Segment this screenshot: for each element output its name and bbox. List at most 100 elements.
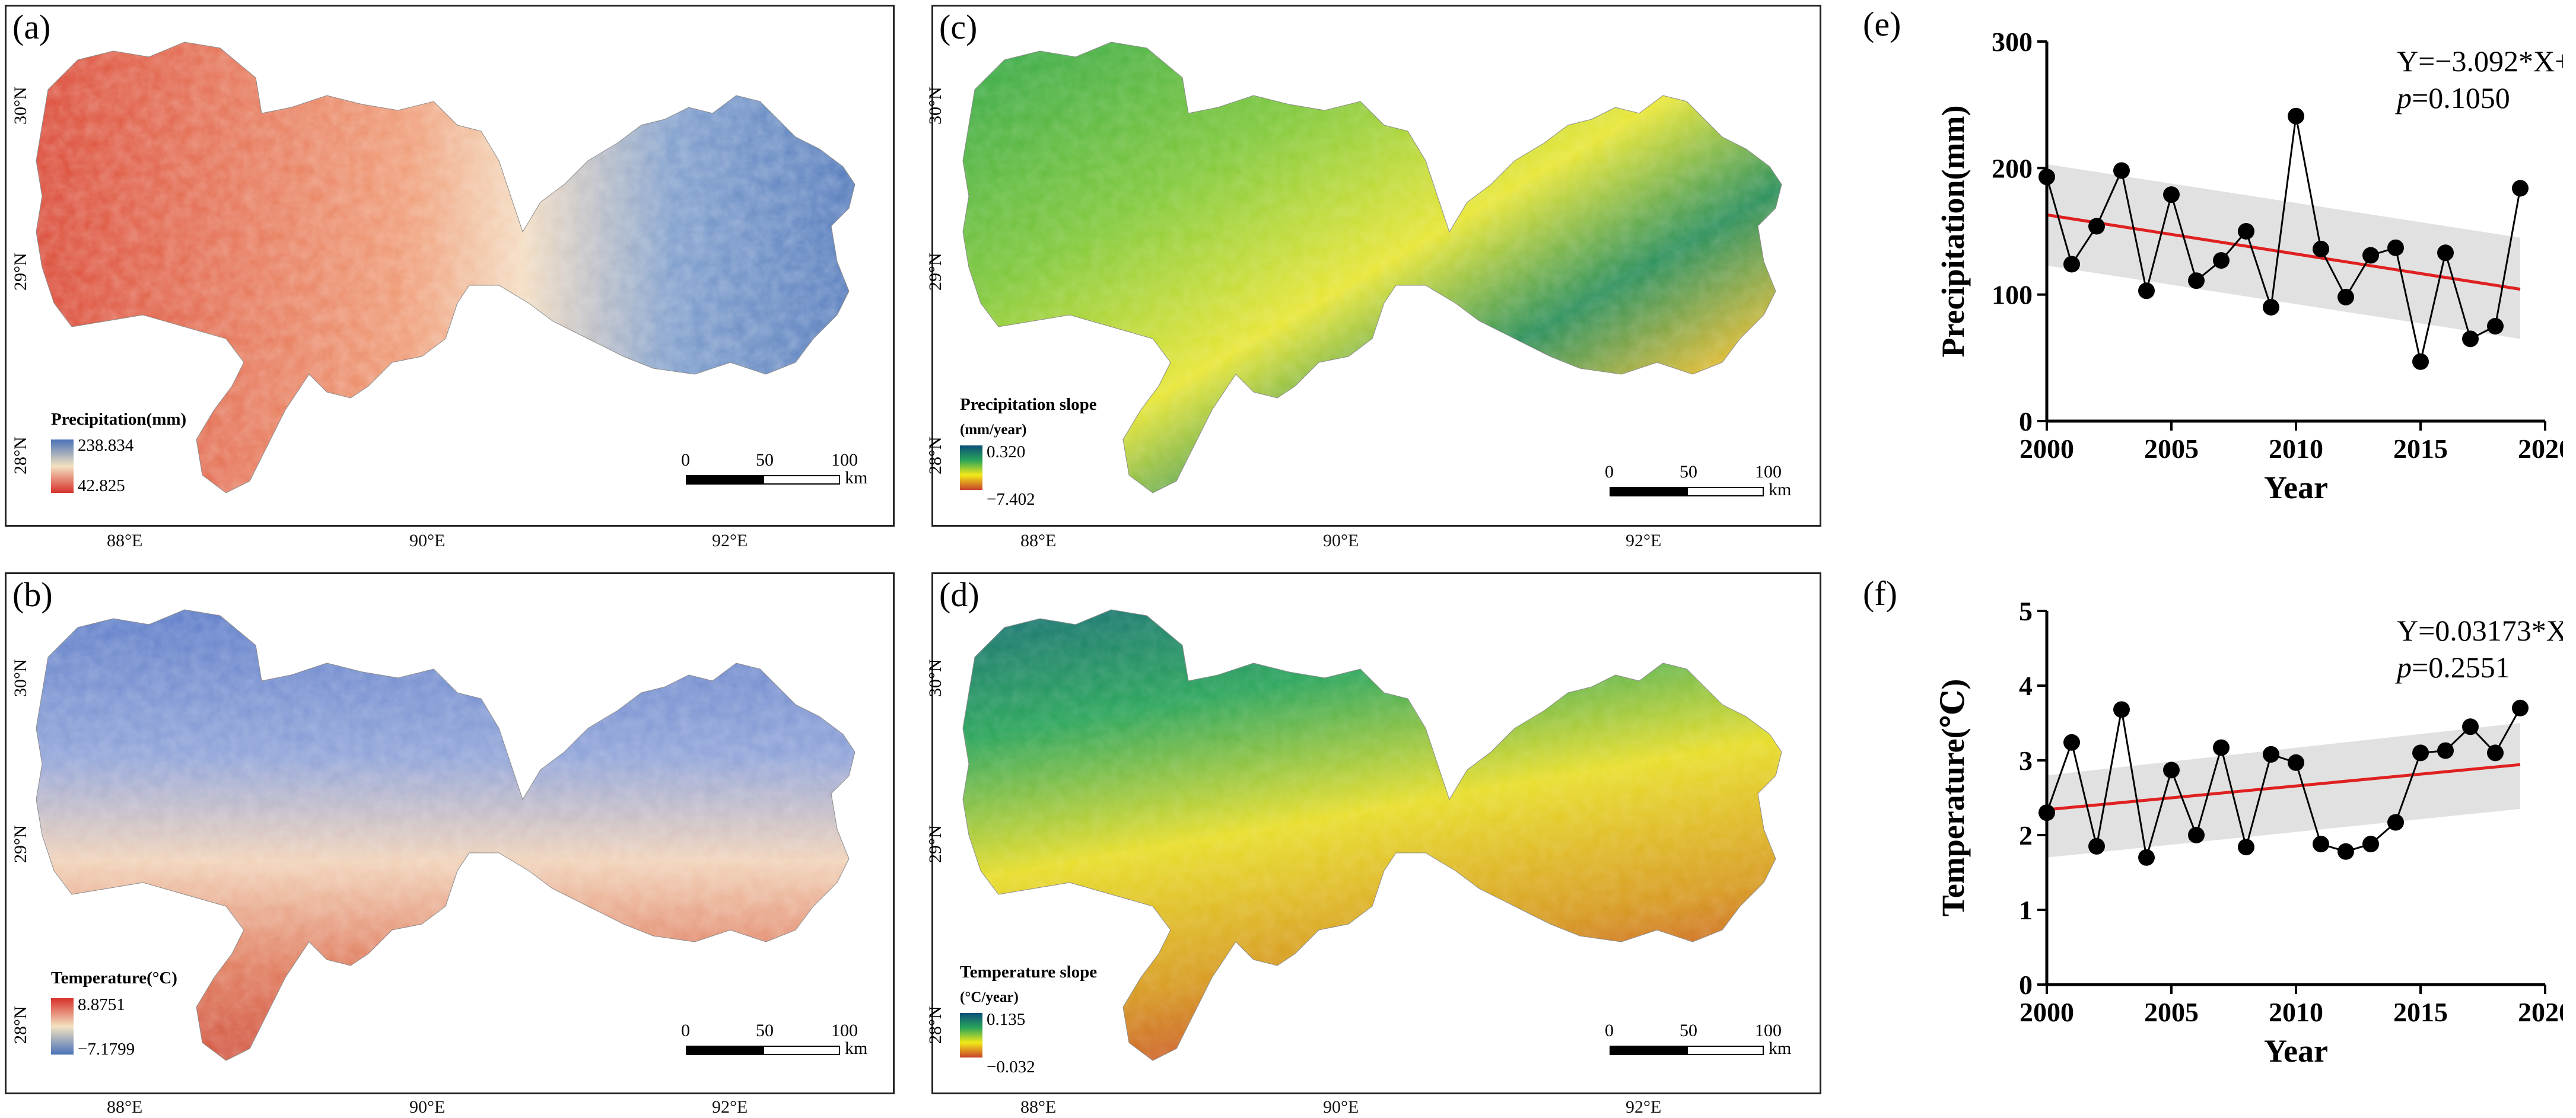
data-point: [2188, 827, 2205, 843]
data-point: [2213, 252, 2230, 269]
panel-label-b: (b): [10, 578, 55, 612]
data-point: [2113, 162, 2130, 179]
temperature-slope-map: [962, 609, 1782, 1061]
data-point: [2387, 239, 2404, 256]
p-value-label: p=0.1050: [2395, 81, 2510, 114]
legend-colorbar-c: [960, 445, 982, 490]
data-point: [2313, 240, 2329, 257]
scale-unit: km: [845, 468, 868, 488]
lon-label-88: 88°E: [1020, 1097, 1057, 1117]
data-point: [2238, 839, 2254, 856]
legend-min-c: −7.402: [987, 490, 1035, 509]
series-line: [2046, 116, 2521, 362]
lat-label-28: 28°N: [11, 1006, 30, 1044]
lat-label-29: 29°N: [11, 253, 30, 291]
lon-label-88: 88°E: [107, 1097, 143, 1117]
lat-label-29: 29°N: [11, 825, 30, 863]
scale-bar-black: [1610, 1046, 1687, 1055]
map-panel-b: (b) Temperature(°C) 8.8751 −7.1799 0 50 …: [5, 572, 895, 1094]
scale-bar-black: [686, 1046, 763, 1055]
map-panel-d: (d) Temperature slope (°C/year) 0.135 −0…: [931, 572, 1821, 1094]
data-point: [2188, 272, 2205, 289]
panel-label: (e): [1863, 5, 1901, 43]
trend-line: [2046, 213, 2521, 291]
data-point: [2163, 186, 2180, 203]
legend-max-b: 8.8751: [78, 995, 125, 1014]
legend-title-b: Temperature(°C): [51, 969, 177, 988]
y-tick-label: 100: [1992, 280, 2033, 310]
legend-title-c: Precipitation slope: [960, 395, 1097, 414]
panel-label-c: (c): [937, 10, 980, 44]
lat-label-30: 30°N: [11, 87, 30, 125]
scale-tick-0: 0: [1605, 462, 1614, 482]
panel-label-a: (a): [10, 10, 53, 44]
lon-label-90: 90°E: [1323, 531, 1359, 550]
scale-tick-0: 0: [1605, 1021, 1614, 1040]
data-point: [2263, 299, 2279, 316]
data-point: [2412, 353, 2429, 370]
panel-label: (f): [1863, 574, 1897, 613]
p-symbol: p: [2395, 651, 2412, 684]
scale-tick-50: 50: [756, 1021, 774, 1040]
legend-colorbar-a: [51, 439, 74, 493]
scale-tick-50: 50: [1680, 1021, 1697, 1040]
scale-tick-100: 100: [1755, 462, 1782, 482]
legend-max-c: 0.320: [987, 442, 1026, 461]
lat-label-30: 30°N: [11, 659, 30, 697]
y-tick-label: 1: [2019, 895, 2033, 925]
x-tick-label: 2000: [2020, 997, 2074, 1027]
data-point: [2263, 746, 2279, 763]
scale-unit: km: [1769, 1039, 1792, 1058]
precipitation-slope-map: [962, 42, 1782, 493]
map-panel-c: (c) Precipitation slope (mm/year) 0.320 …: [931, 5, 1821, 527]
scale-unit: km: [1769, 480, 1792, 499]
lat-label-28: 28°N: [926, 437, 945, 474]
lon-label-90: 90°E: [409, 1097, 446, 1117]
data-point: [2362, 247, 2379, 264]
y-axis-label: Temperature(℃): [1935, 679, 1971, 917]
legend-colorbar-b: [51, 998, 74, 1055]
data-point: [2138, 849, 2155, 866]
data-point: [2338, 288, 2354, 305]
scale-tick-50: 50: [1680, 462, 1697, 482]
data-point: [2512, 699, 2529, 716]
data-point: [2088, 218, 2105, 235]
y-tick-label: 200: [1992, 153, 2033, 183]
confidence-band: [2047, 723, 2520, 858]
scale-bar-white: [763, 475, 840, 485]
y-tick-label: 0: [2019, 970, 2033, 1000]
lon-label-90: 90°E: [1323, 1097, 1359, 1117]
y-tick-label: 4: [2019, 671, 2033, 701]
x-tick-label: 2015: [2393, 997, 2448, 1027]
data-point: [2063, 734, 2080, 751]
data-point: [2113, 701, 2130, 718]
y-tick-label: 5: [2019, 596, 2033, 626]
panel-label-d: (d): [937, 578, 982, 612]
precipitation-map: [36, 42, 856, 493]
data-point: [2387, 814, 2404, 831]
data-point: [2338, 843, 2354, 860]
data-point: [2238, 223, 2254, 240]
data-point: [2288, 754, 2304, 771]
p-value: =0.1050: [2412, 81, 2510, 114]
scale-bar-white: [1687, 1046, 1764, 1055]
lon-label-88: 88°E: [1020, 531, 1057, 550]
legend-min-d: −0.032: [987, 1058, 1035, 1076]
lat-label-29: 29°N: [926, 825, 945, 863]
y-tick-label: 300: [1992, 27, 2033, 57]
legend-max-a: 238.834: [78, 436, 134, 455]
lat-label-30: 30°N: [926, 87, 945, 125]
data-point: [2313, 836, 2329, 853]
p-value-label: p=0.2551: [2395, 651, 2510, 684]
legend-max-d: 0.135: [987, 1010, 1026, 1029]
x-tick-label: 2010: [2269, 997, 2323, 1027]
lon-label-92: 92°E: [1626, 1097, 1662, 1117]
data-point: [2362, 836, 2379, 853]
regression-equation: Y=0.03173*X−61.12: [2397, 614, 2563, 647]
lon-label-92: 92°E: [1626, 531, 1662, 550]
y-tick-label: 0: [2019, 406, 2033, 437]
x-tick-label: 2010: [2269, 434, 2323, 464]
scale-tick-100: 100: [831, 1021, 858, 1040]
